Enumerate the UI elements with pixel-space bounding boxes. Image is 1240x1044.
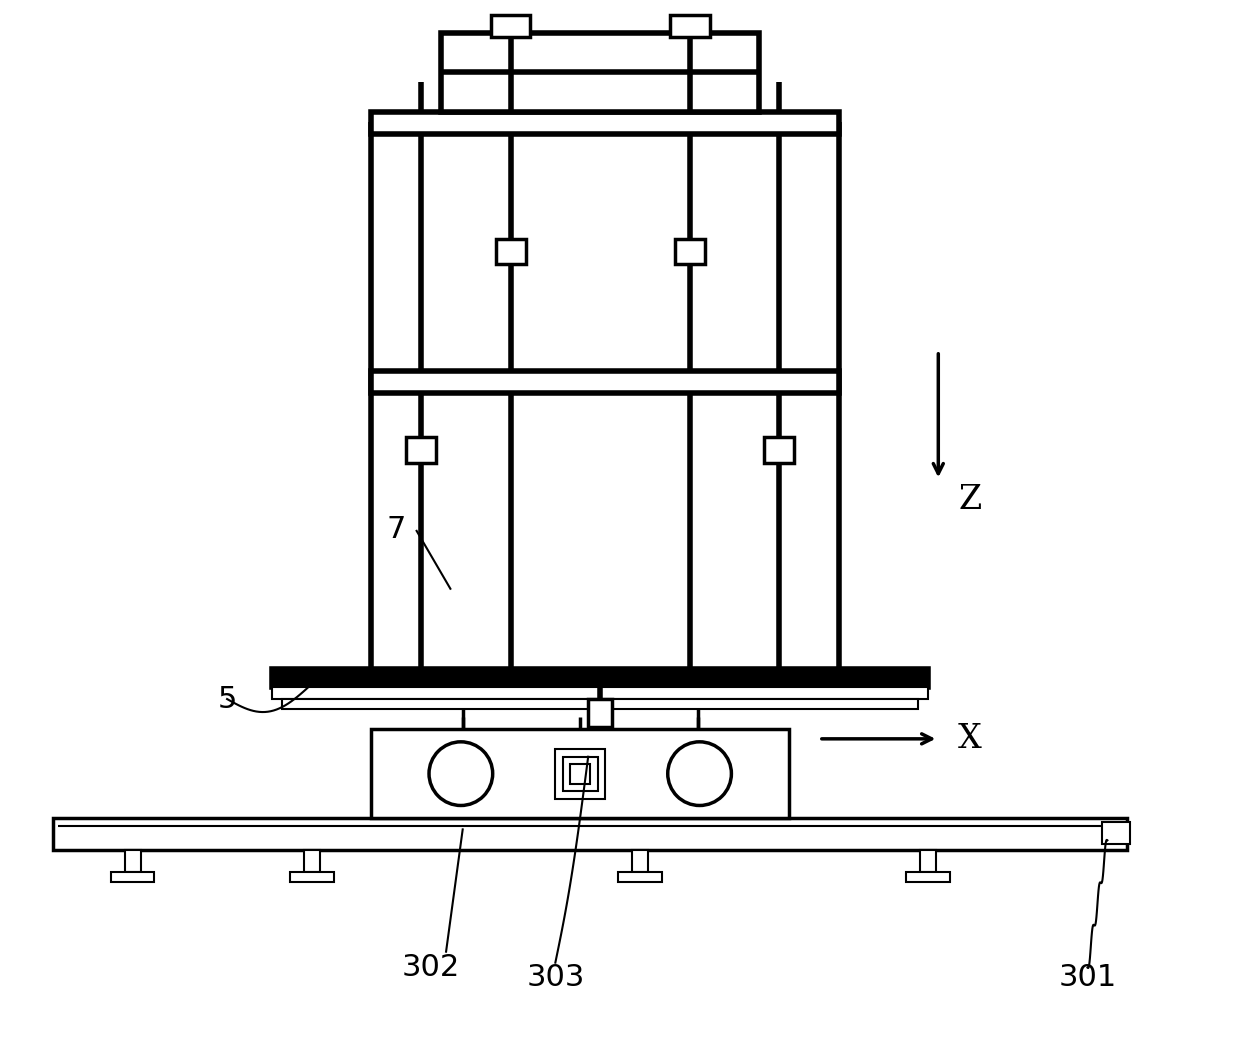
Bar bbox=[618, 872, 662, 882]
Bar bbox=[371, 371, 838, 393]
Bar bbox=[272, 669, 929, 687]
Bar bbox=[556, 749, 605, 799]
Bar bbox=[304, 850, 320, 872]
Bar bbox=[272, 687, 929, 699]
Bar bbox=[588, 699, 613, 727]
Bar bbox=[675, 238, 704, 264]
Bar bbox=[125, 850, 140, 872]
Text: 7: 7 bbox=[387, 516, 405, 545]
Bar bbox=[110, 872, 155, 882]
Bar bbox=[407, 437, 436, 464]
Bar bbox=[491, 15, 531, 37]
Text: 301: 301 bbox=[1059, 963, 1117, 992]
Text: Z: Z bbox=[959, 484, 981, 516]
Text: 303: 303 bbox=[526, 963, 584, 992]
Text: 5: 5 bbox=[217, 685, 237, 713]
Bar bbox=[371, 112, 838, 134]
Bar bbox=[281, 699, 919, 709]
Bar bbox=[563, 757, 598, 790]
Bar bbox=[764, 437, 794, 464]
Bar bbox=[670, 15, 709, 37]
Bar bbox=[906, 872, 950, 882]
Bar bbox=[920, 850, 936, 872]
Bar bbox=[1102, 823, 1131, 845]
Bar bbox=[371, 729, 789, 818]
Text: 302: 302 bbox=[402, 953, 460, 982]
Bar bbox=[290, 872, 334, 882]
Bar bbox=[53, 818, 1127, 850]
Bar bbox=[570, 764, 590, 784]
Bar bbox=[441, 32, 759, 112]
Text: X: X bbox=[959, 722, 982, 755]
Bar bbox=[496, 238, 526, 264]
Bar bbox=[632, 850, 647, 872]
